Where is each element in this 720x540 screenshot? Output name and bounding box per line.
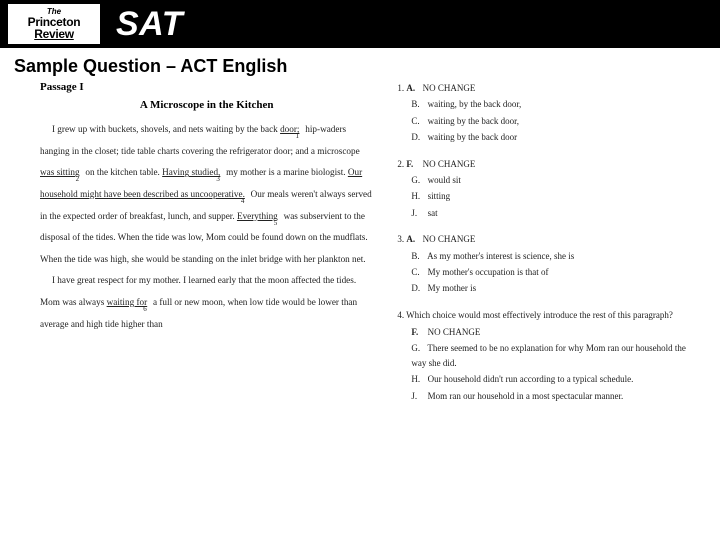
ref-4: 4 [241,197,245,205]
answer-option[interactable]: G. would sit [397,173,696,187]
question-block: 1. A. NO CHANGE B. waiting, by the back d… [397,81,696,145]
passage-label: Passage I [40,81,373,93]
option-letter: J. [411,206,425,220]
underlined-3: Having studied, [162,167,220,177]
answer-option[interactable]: J. Mom ran our household in a most spect… [397,389,696,403]
option-text: There seemed to be no explanation for wh… [411,343,686,367]
passage-para-2: I have great respect for my mother. I le… [40,270,373,335]
header-bar: The Princeton Review SAT [0,0,720,48]
answer-option[interactable]: C. My mother's occupation is that of [397,265,696,279]
content-area: Passage I A Microscope in the Kitchen I … [0,81,720,415]
option-letter: J. [411,389,425,403]
option-letter: D. [411,281,425,295]
underlined-5: Everything [237,211,278,221]
option-text: waiting, by the back door, [425,99,521,109]
questions-column: 1. A. NO CHANGE B. waiting, by the back d… [397,81,696,415]
passage-text: on the kitchen table. [83,167,162,177]
answer-option[interactable]: F. NO CHANGE [397,325,696,339]
option-text: As my mother's interest is science, she … [425,251,574,261]
option-text: sat [425,208,437,218]
option-text: waiting by the back door, [425,116,519,126]
ref-2: 2 [76,175,80,183]
option-text: NO CHANGE [425,327,480,337]
passage-column: Passage I A Microscope in the Kitchen I … [40,81,373,415]
option-letter: G. [411,173,425,187]
answer-option[interactable]: D. waiting by the back door [397,130,696,144]
ref-5: 5 [274,219,278,227]
answer-option[interactable]: H. sitting [397,189,696,203]
question-number: 3. [397,234,406,244]
passage-text: my mother is a marine biologist. [224,167,348,177]
passage-para-1: I grew up with buckets, shovels, and net… [40,119,373,270]
answer-option[interactable]: 3. A. NO CHANGE [397,232,696,246]
option-letter: D. [411,130,425,144]
option-text: NO CHANGE [420,234,475,244]
page-subtitle: Sample Question – ACT English [0,48,720,81]
option-letter: A. [406,81,420,95]
option-letter: F. [406,157,420,171]
answer-option[interactable]: B. As my mother's interest is science, s… [397,249,696,263]
underlined-2: was sitting [40,167,80,177]
option-text: would sit [425,175,461,185]
passage-body: I grew up with buckets, shovels, and net… [40,119,373,335]
answer-option[interactable]: C. waiting by the back door, [397,114,696,128]
answer-option[interactable]: J. sat [397,206,696,220]
question-block: 2. F. NO CHANGEG. would sitH. sittingJ. … [397,157,696,221]
option-text: My mother's occupation is that of [425,267,548,277]
option-text: NO CHANGE [420,159,475,169]
question-block: 3. A. NO CHANGE B. As my mother's interes… [397,232,696,296]
option-letter: G. [411,341,425,355]
option-letter: B. [411,97,425,111]
passage-text: I grew up with buckets, shovels, and net… [52,124,280,134]
question-stem: 4. Which choice would most effectively i… [397,308,696,322]
option-letter: H. [411,372,425,386]
header-title: SAT [116,5,183,44]
option-text: Our household didn't run according to a … [425,374,633,384]
option-letter: A. [406,232,420,246]
passage-title: A Microscope in the Kitchen [40,99,373,111]
option-letter: F. [411,325,425,339]
option-text: sitting [425,191,450,201]
option-text: My mother is [425,283,476,293]
option-text: NO CHANGE [420,83,475,93]
ref-3: 3 [216,175,220,183]
ref-6: 6 [143,305,147,313]
answer-option[interactable]: 2. F. NO CHANGE [397,157,696,171]
question-number: 2. [397,159,406,169]
question-number: 1. [397,83,406,93]
option-letter: H. [411,189,425,203]
underlined-6: waiting for [107,297,148,307]
answer-option[interactable]: H. Our household didn't run according to… [397,372,696,386]
answer-option[interactable]: B. waiting, by the back door, [397,97,696,111]
option-letter: C. [411,114,425,128]
answer-option[interactable]: D. My mother is [397,281,696,295]
option-text: waiting by the back door [425,132,517,142]
logo-line3: Review [34,28,74,40]
option-letter: B. [411,249,425,263]
ref-1: 1 [295,132,299,140]
option-text: Mom ran our household in a most spectacu… [425,391,623,401]
princeton-review-logo: The Princeton Review [8,4,100,44]
answer-option[interactable]: G. There seemed to be no explanation for… [397,341,696,370]
option-letter: C. [411,265,425,279]
question-block: 4. Which choice would most effectively i… [397,308,696,403]
answer-option[interactable]: 1. A. NO CHANGE [397,81,696,95]
